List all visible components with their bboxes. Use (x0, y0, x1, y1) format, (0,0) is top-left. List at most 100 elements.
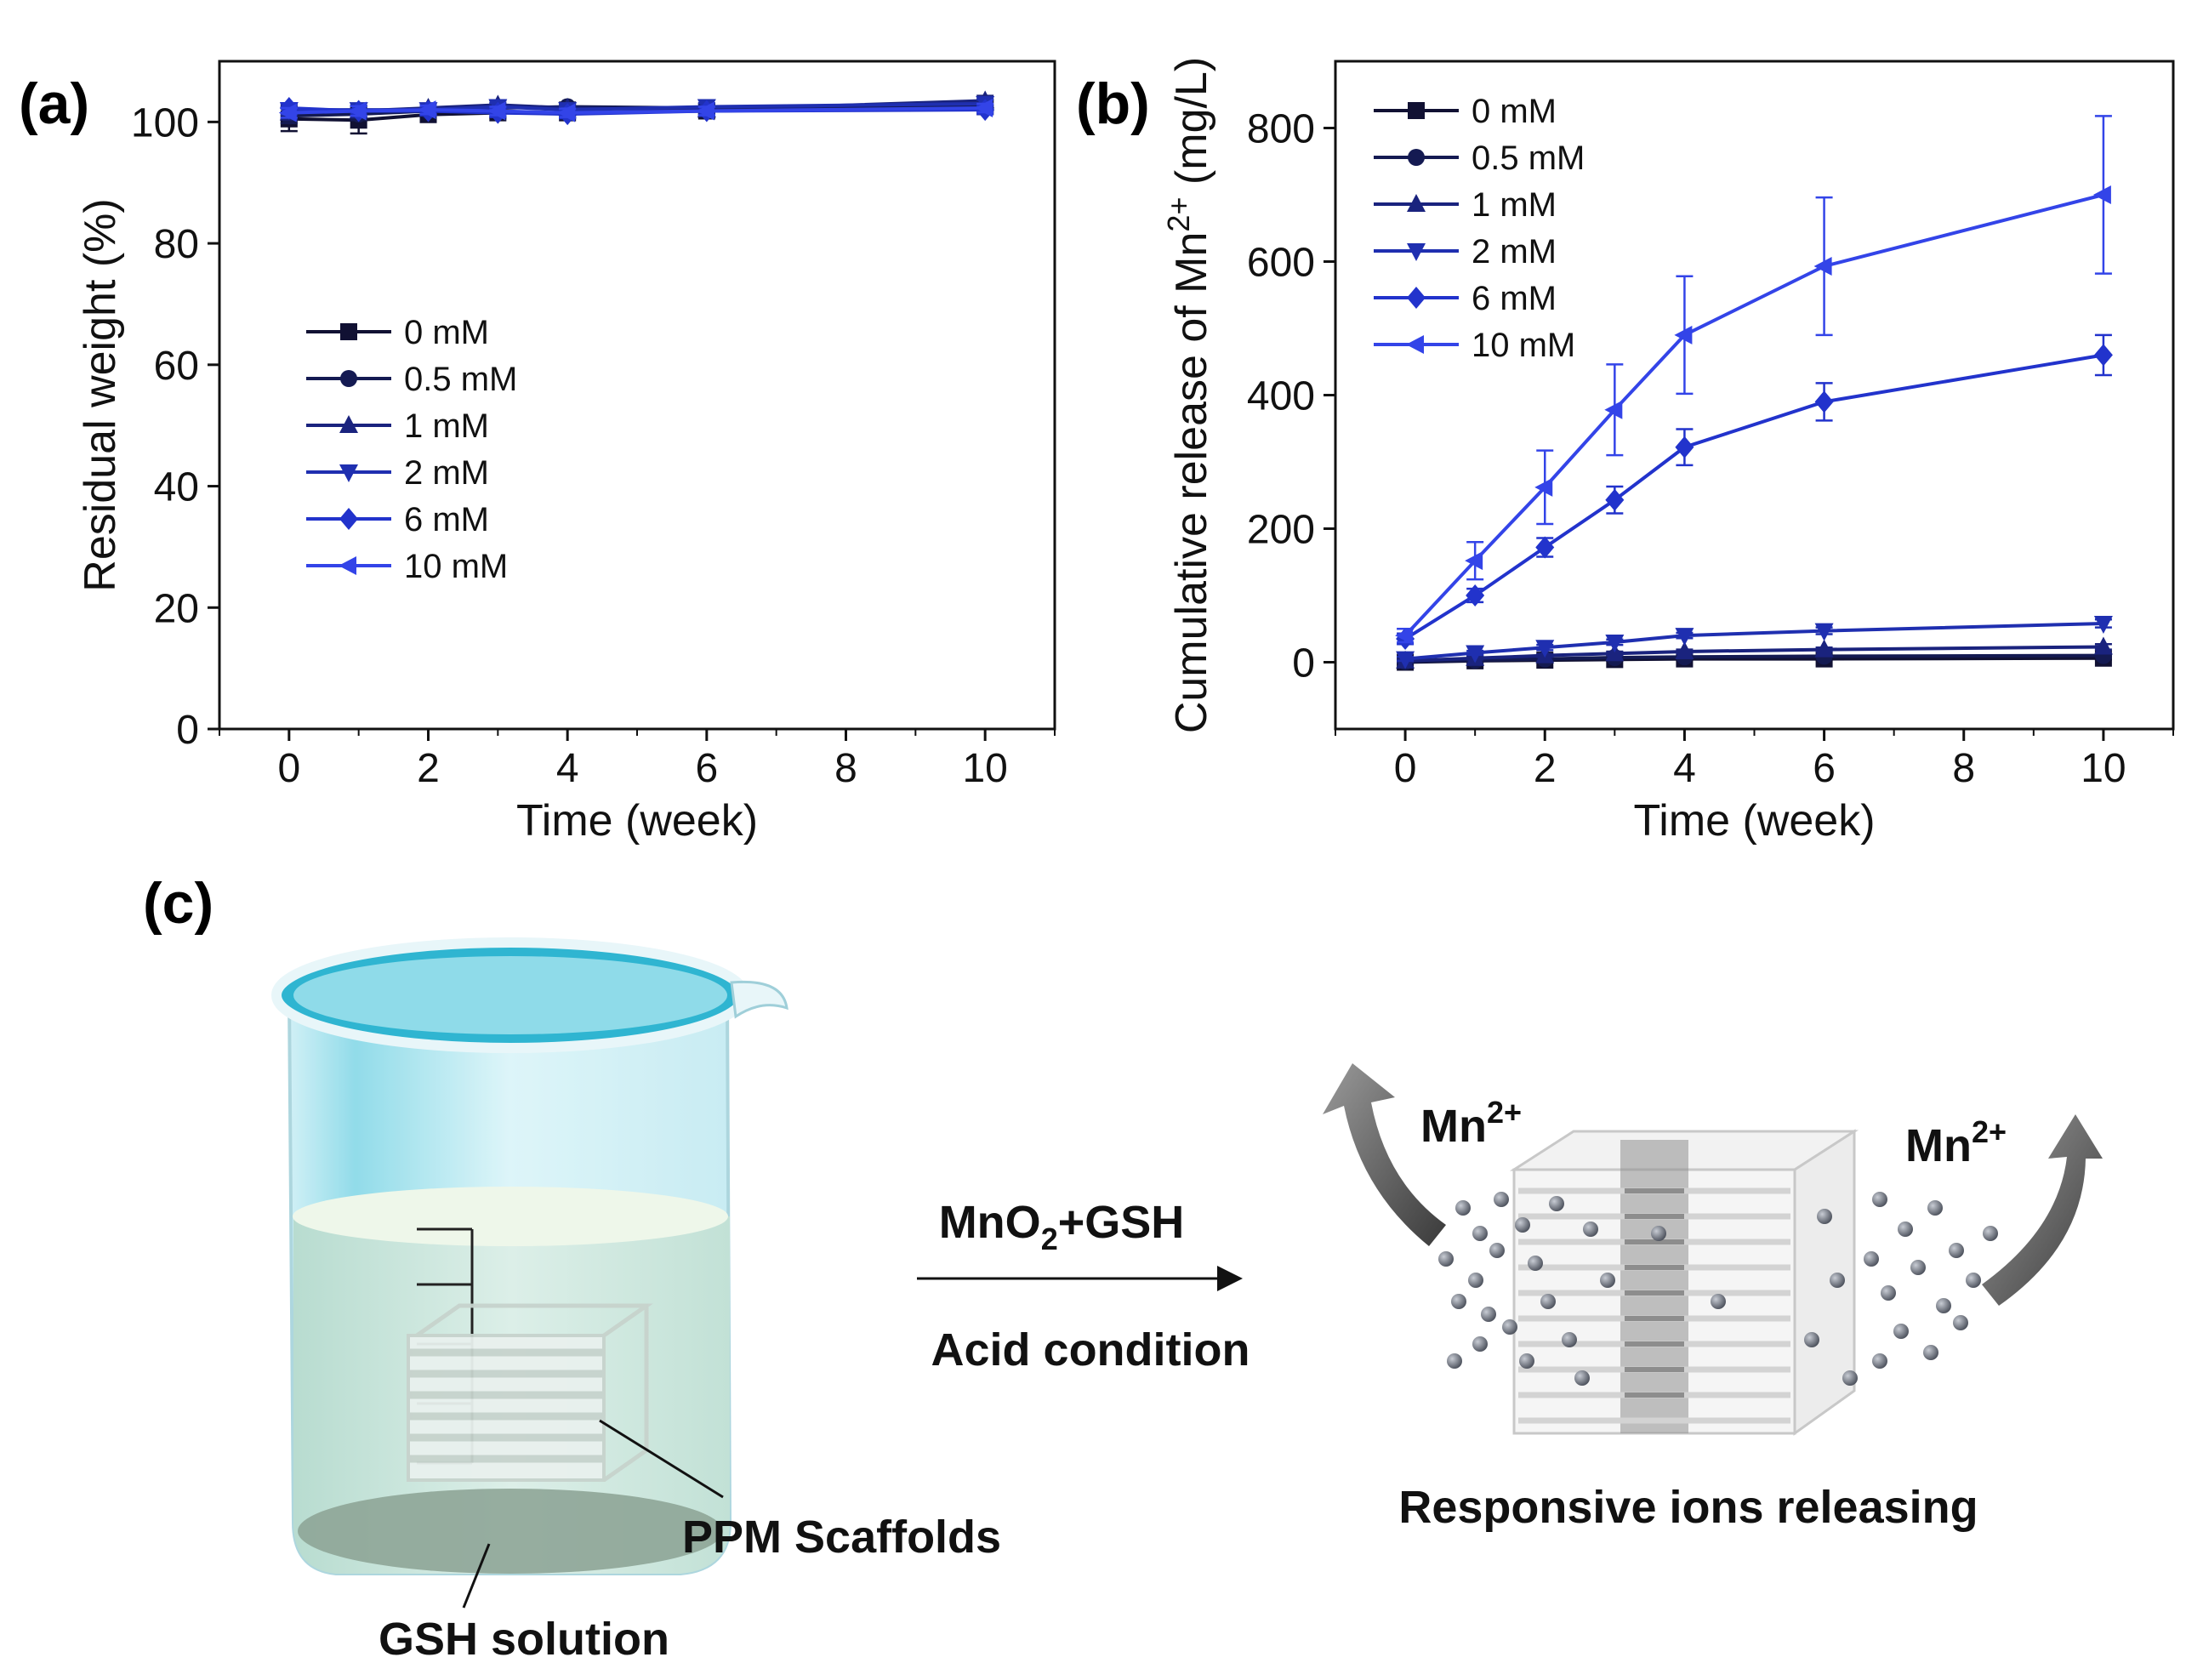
liquid-surface (293, 1187, 728, 1246)
data-point (487, 101, 506, 121)
mn-ion (1549, 1196, 1564, 1211)
x-tick-label: 0 (277, 746, 300, 791)
legend-marker (1406, 335, 1424, 354)
released-scaffold (1509, 1129, 1859, 1436)
mn-ion (1949, 1243, 1964, 1258)
legend-label: 0 mM (404, 314, 489, 351)
y-tick-label: 100 (131, 100, 199, 145)
data-point (1813, 256, 1832, 276)
mn-ion (1502, 1319, 1517, 1335)
reaction-arrow-group: MnO2+GSH Acid condition (917, 1197, 1250, 1375)
legend-label: 1 mM (404, 407, 489, 445)
x-tick-label: 6 (695, 746, 718, 791)
mn-ion (1893, 1324, 1909, 1339)
data-point (1674, 325, 1693, 345)
y-tick-label: 0 (176, 708, 199, 753)
x-tick-label: 0 (1394, 746, 1417, 791)
plot-frame (218, 60, 1056, 731)
data-point (1465, 551, 1483, 571)
mn-ion (1562, 1332, 1577, 1347)
y-axis-label: Residual weight (%) (76, 198, 125, 591)
reaction-condition-label: Acid condition (931, 1324, 1250, 1375)
data-point (1534, 477, 1553, 497)
series-1-mM (1396, 636, 2113, 669)
mn-ion (1842, 1370, 1858, 1386)
legend-label: 1 mM (1472, 186, 1557, 224)
mn-ion (1953, 1315, 1968, 1330)
mn-ion (1651, 1226, 1666, 1241)
legend-marker (340, 323, 357, 340)
data-point (1605, 634, 1625, 652)
mn-ion (1472, 1226, 1488, 1241)
data-point (1605, 488, 1625, 511)
x-tick-label: 10 (962, 746, 1007, 791)
mn-ion (1927, 1200, 1943, 1216)
x-tick-label: 8 (1952, 746, 1975, 791)
legend-label: 6 mM (1472, 280, 1557, 317)
data-point (1675, 628, 1694, 646)
release-caption: Responsive ions releasing (1398, 1482, 1978, 1533)
mn-ion (1438, 1251, 1454, 1267)
x-tick-label: 10 (2081, 746, 2126, 791)
y-tick-label: 0 (1292, 641, 1315, 686)
y-tick-label: 200 (1247, 508, 1315, 553)
mn-ion (1468, 1273, 1483, 1288)
legend-label: 10 mM (1472, 327, 1575, 364)
legend: 0 mM 0.5 mM 1 mM 2 mM 6 mM 10 mM (1374, 93, 1585, 364)
legend-label: 6 mM (404, 501, 489, 538)
mn-ion (1872, 1353, 1887, 1369)
data-point (2093, 344, 2113, 367)
legend-marker (1407, 194, 1426, 212)
legend-marker (1407, 243, 1426, 261)
data-point (1675, 436, 1694, 458)
y-tick-label: 800 (1247, 107, 1315, 152)
legend-marker (340, 370, 357, 387)
x-tick-label: 4 (556, 746, 579, 791)
legend-label: 0.5 mM (404, 361, 517, 398)
mn-ion (1583, 1222, 1598, 1237)
right-release-arrow (1982, 1114, 2103, 1306)
panel-b-label: (b) (1076, 71, 1150, 136)
mn-ion (1515, 1217, 1530, 1233)
mn-ion (1481, 1307, 1496, 1322)
mn-ion (1864, 1251, 1879, 1267)
data-point (696, 101, 714, 121)
legend-marker (339, 464, 358, 482)
ion-label-right: Mn2+ (1905, 1114, 2007, 1171)
data-point (2093, 636, 2113, 655)
data-point (557, 103, 576, 122)
mn-ion (1519, 1353, 1534, 1369)
x-tick-label: 2 (1534, 746, 1557, 791)
data-point (1535, 640, 1555, 658)
mn-ion (1817, 1209, 1832, 1224)
y-tick-label: 400 (1247, 374, 1315, 419)
solution-pointer (462, 1543, 491, 1609)
data-point (975, 98, 993, 117)
legend-marker (339, 415, 358, 433)
chart-b: 0 2 4 6 8 10 0 200 400 600 800 Time (week) Cumulativ… (1161, 57, 2175, 846)
beaker-rim-inner (293, 956, 727, 1034)
data-point (2093, 615, 2113, 634)
legend-marker (1408, 102, 1425, 119)
y-tick-label: 40 (154, 465, 199, 510)
beaker-spout (730, 980, 788, 1019)
mn-ion (1489, 1243, 1505, 1258)
x-tick-label: 6 (1813, 746, 1836, 791)
series-6-mM (1396, 333, 2113, 651)
legend-label: 10 mM (404, 548, 508, 585)
legend-marker (339, 508, 358, 530)
data-point (1814, 639, 1834, 658)
data-point (1604, 400, 1623, 419)
legend-label: 2 mM (1472, 233, 1557, 271)
mn-ion (1455, 1200, 1471, 1216)
legend-label: 0.5 mM (1472, 140, 1585, 177)
mn-ion (1447, 1353, 1462, 1369)
data-point (1466, 584, 1485, 607)
x-tick-label: 4 (1673, 746, 1696, 791)
scaffold-in-beaker (407, 1303, 653, 1483)
data-point (418, 100, 436, 120)
series-line (1404, 621, 2103, 661)
series-2-mM (1396, 615, 2113, 669)
